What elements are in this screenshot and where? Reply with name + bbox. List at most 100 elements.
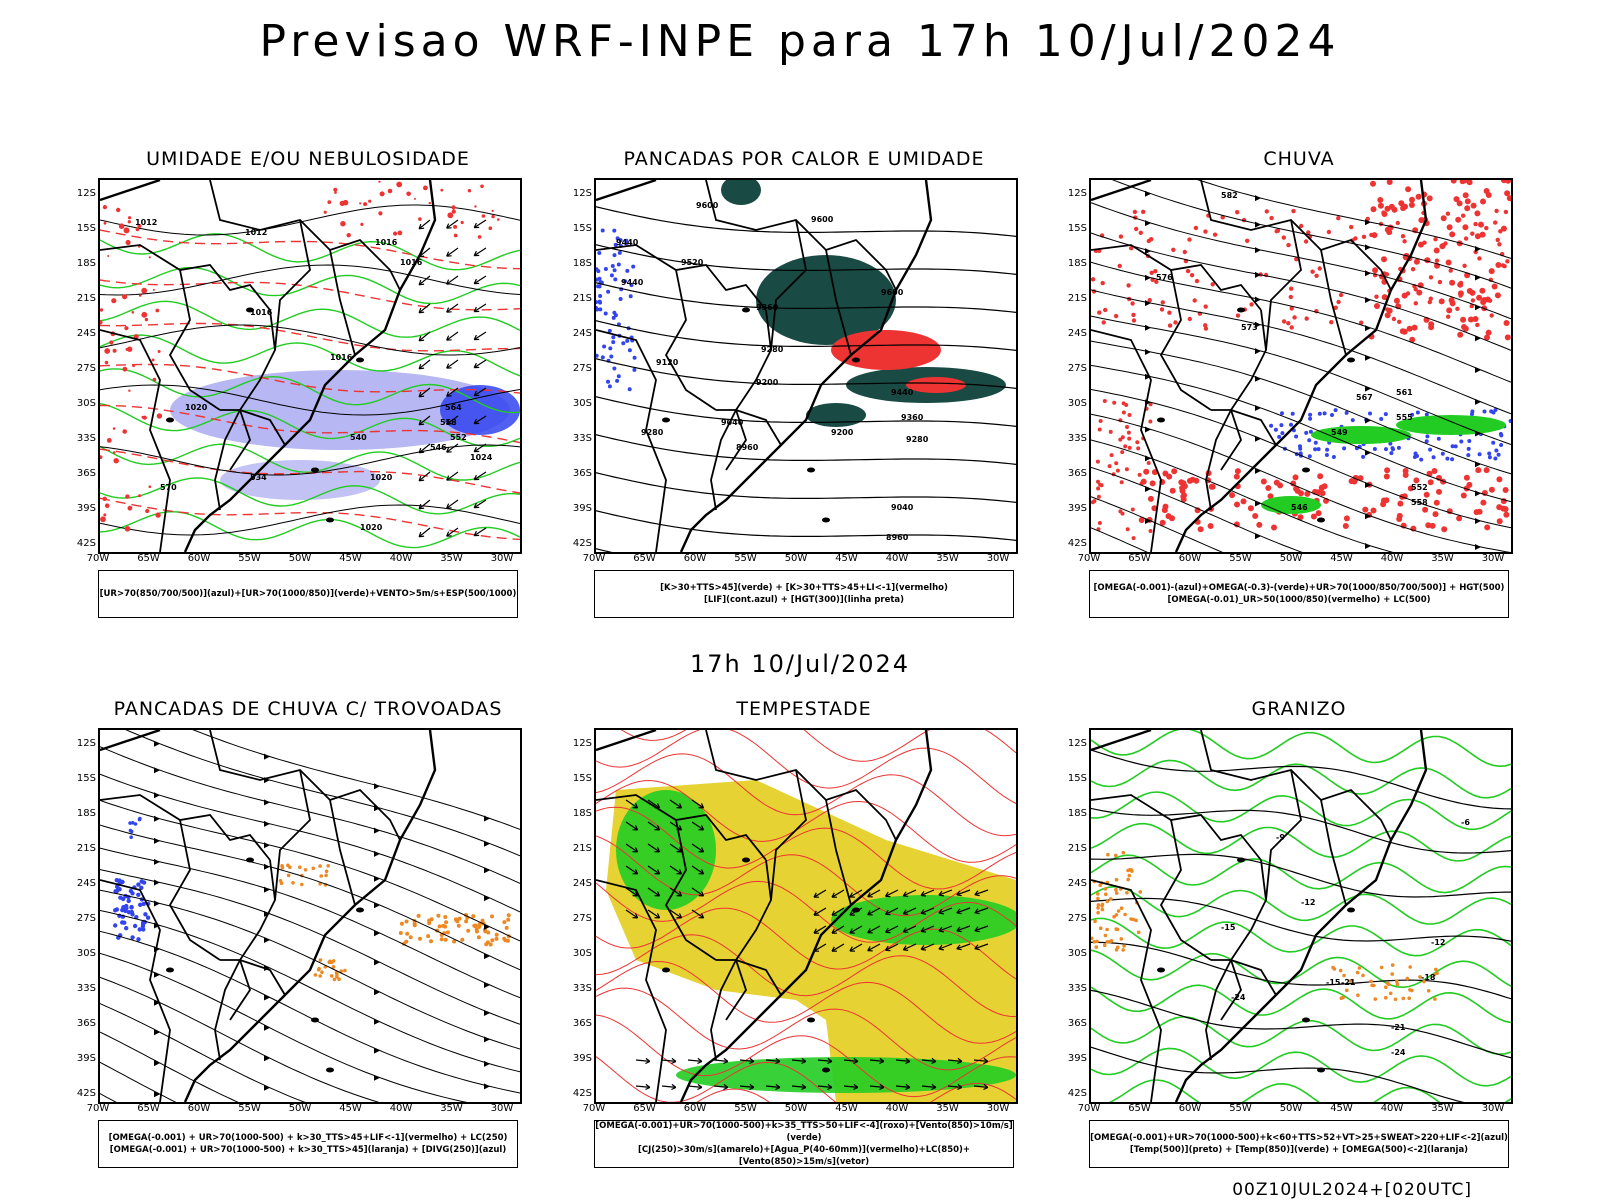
red-speckle <box>112 451 116 454</box>
red-speckle <box>141 415 145 419</box>
lifted-index-speckle <box>603 267 608 271</box>
lc250-streamline-arrow <box>484 923 490 930</box>
rain-ur50-area <box>1464 205 1471 212</box>
wind-850-15ms-vector <box>831 907 845 916</box>
lifted-index-speckle <box>628 294 633 299</box>
hgt500-streamline-arrow <box>1255 271 1261 278</box>
humidity-1000-850-contour <box>100 368 520 414</box>
lat-label: 30S <box>1067 398 1087 409</box>
temp850-contour <box>1091 730 1511 768</box>
red-speckle <box>378 180 381 183</box>
rain-ur50-area <box>1428 296 1433 301</box>
rain-ur50-area <box>1107 464 1112 469</box>
convection-k-tts-area <box>412 923 417 928</box>
hgt300-contour <box>596 206 1016 237</box>
convection-k-tts-area <box>443 937 448 942</box>
rain-ur50-area <box>1117 263 1122 269</box>
thickness-contour <box>100 404 520 444</box>
temp500-contour <box>1091 989 1511 1059</box>
lon-label: 45W <box>835 553 858 564</box>
lc250-streamline-arrow <box>374 959 380 966</box>
lc250-streamline-arrow <box>264 937 270 943</box>
rain-ur50-area <box>1203 229 1208 234</box>
lc250-streamline <box>100 847 520 999</box>
wind-vector <box>473 499 487 509</box>
lc250-streamline-arrow <box>154 879 160 886</box>
hgt300-contour <box>596 282 1016 313</box>
contour-label: 1016 <box>400 258 423 267</box>
red-speckle <box>122 294 128 300</box>
contour-label: -21 <box>1391 1023 1406 1032</box>
lon-label: 30W <box>490 1103 514 1114</box>
red-speckle <box>103 513 107 517</box>
rain-ur50-area <box>1297 514 1304 521</box>
thickness-contour <box>100 363 520 394</box>
map-panel-umidade: 1012 1012 1016 1016 1016 1016 1020 1020 1020 1024… <box>98 178 522 554</box>
omega-0001-area <box>1308 416 1313 421</box>
lat-label: 42S <box>1067 538 1087 549</box>
rain-ur50-area <box>1456 200 1463 207</box>
rain-ur50-area <box>1445 211 1451 216</box>
omega500-area <box>1369 979 1373 984</box>
coastline <box>100 180 437 552</box>
lc250-streamline <box>100 773 520 913</box>
rain-ur50-area <box>1464 198 1471 205</box>
lat-label: 15S <box>1067 773 1087 784</box>
pressure-contour <box>100 324 520 356</box>
rain-ur50-area <box>1399 328 1406 335</box>
convection-k-tts-area <box>327 960 332 964</box>
omega500-area <box>1121 850 1126 855</box>
island-mark <box>852 907 860 913</box>
hgt500-streamline-arrow <box>1475 367 1481 373</box>
lc250-streamline-arrow <box>374 1018 380 1025</box>
rain-ur50-area <box>1361 234 1367 239</box>
country-border <box>596 879 667 1102</box>
rain-ur50-area <box>1475 322 1480 328</box>
contour-label: 9280 <box>641 428 664 437</box>
rain-ur50-area <box>1143 468 1150 475</box>
divergence-250-area <box>132 923 138 929</box>
contour-label: -12 <box>1301 898 1315 907</box>
lon-label: 70W <box>582 553 606 564</box>
convection-k-tts-area <box>398 931 403 935</box>
lat-label: 21S <box>572 293 592 304</box>
wind-850-15ms-vector <box>739 1057 755 1065</box>
lifted-index-speckle <box>602 344 607 349</box>
omega-03-area <box>1311 426 1411 444</box>
rain-ur50-area <box>1434 258 1440 263</box>
omega-0001-area <box>1450 444 1455 449</box>
red-speckle <box>481 214 486 218</box>
lon-label: 45W <box>1330 1103 1353 1114</box>
rain-ur50-area <box>1409 336 1416 343</box>
lon-label: 70W <box>86 1103 110 1114</box>
temp850-contour <box>1091 1016 1511 1056</box>
omega500-area <box>1435 971 1439 976</box>
rain-ur50-area <box>1466 180 1473 186</box>
divergence-250-area <box>129 905 134 910</box>
convection-k-tts-area <box>317 966 321 971</box>
rain-ur50-area <box>1149 237 1154 242</box>
wind-vector <box>446 527 459 537</box>
divergence-250-area <box>131 821 135 825</box>
rain-ur50-area <box>1481 299 1486 304</box>
lon-label: 50W <box>1279 1103 1303 1114</box>
rain-ur50-area <box>1503 320 1510 326</box>
lon-label: 55W <box>734 553 757 564</box>
rain-ur50-area <box>1289 306 1294 311</box>
hgt500-streamline-arrow <box>1145 220 1151 227</box>
rain-ur50-area <box>1096 494 1101 499</box>
rain-ur50-area <box>1494 208 1499 214</box>
lat-label: 27S <box>1067 363 1087 374</box>
rain-ur50-area <box>1124 467 1129 472</box>
rain-ur50-area <box>1098 419 1103 423</box>
rain-ur50-area <box>1493 220 1498 225</box>
lc250-streamline <box>100 1003 306 1102</box>
lon-label: 65W <box>1128 1103 1151 1114</box>
lon-label: 50W <box>288 553 312 564</box>
wind-850-15ms-vector <box>867 925 881 934</box>
lon-label: 35W <box>936 553 959 564</box>
rain-ur50-area <box>1127 445 1132 450</box>
lc250-streamline-arrow <box>484 1010 490 1016</box>
lon-label: 60W <box>1178 553 1202 564</box>
rain-ur50-area <box>1240 498 1247 505</box>
